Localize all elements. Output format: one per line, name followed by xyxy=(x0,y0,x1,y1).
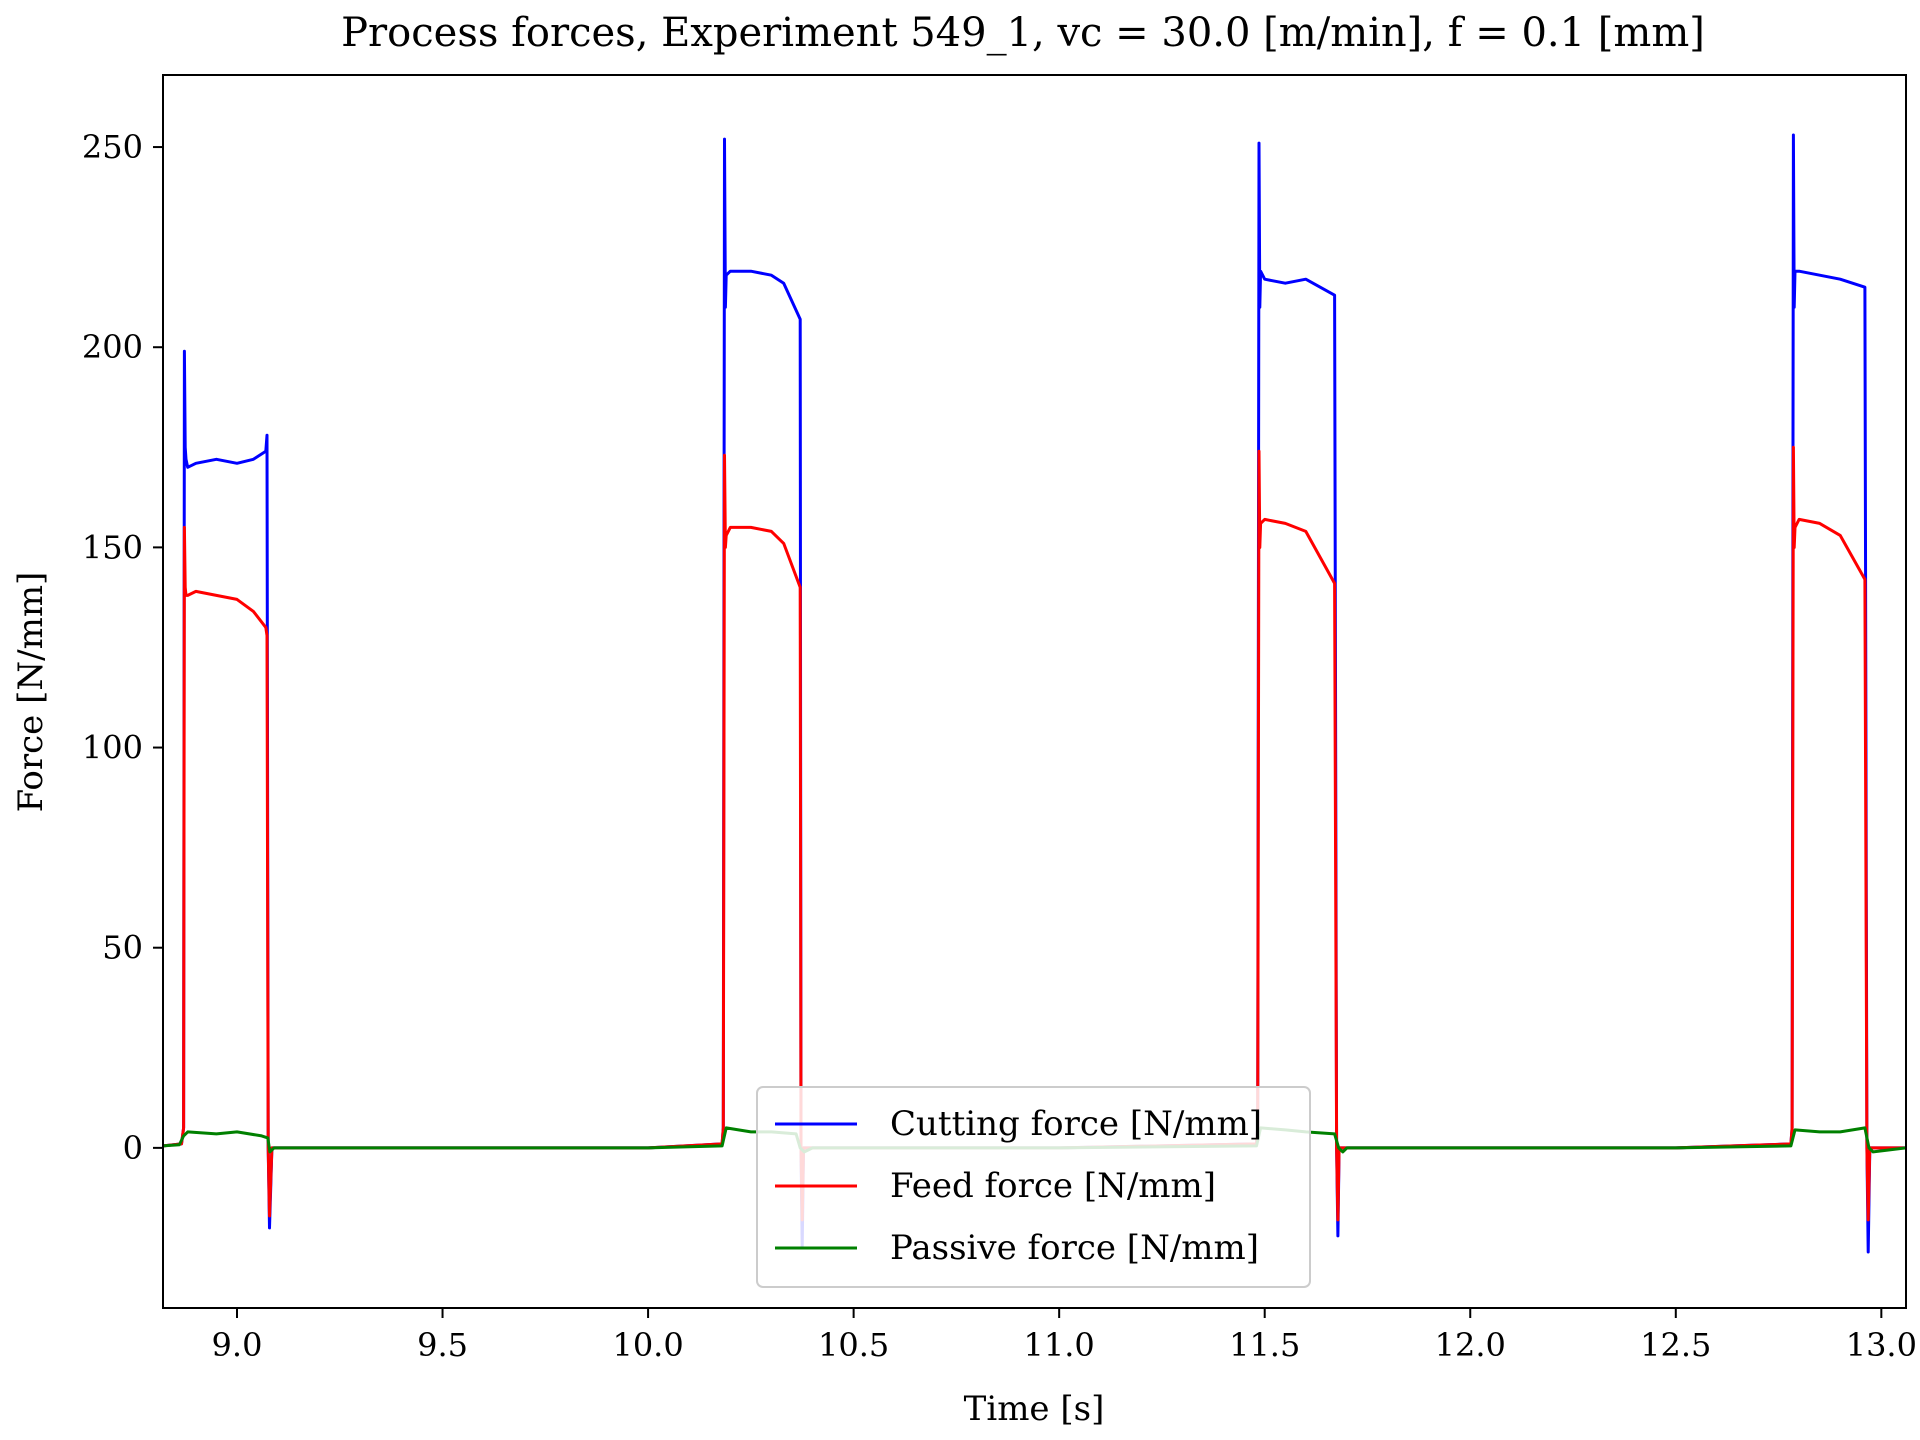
y-tick-label: 0 xyxy=(123,1129,143,1167)
y-tick-label: 50 xyxy=(102,929,143,967)
y-axis-ticks: 0 50 100 150 200 250 xyxy=(82,128,163,1167)
x-tick-label: 13.0 xyxy=(1846,1326,1917,1364)
y-tick-label: 200 xyxy=(82,328,143,366)
x-tick-label: 12.0 xyxy=(1435,1326,1506,1364)
x-tick-label: 12.5 xyxy=(1640,1326,1711,1364)
legend-label-1: Cutting force [N/mm] xyxy=(890,1104,1262,1144)
chart-title: Process forces, Experiment 549_1, vc = 3… xyxy=(341,10,1705,56)
x-tick-label: 9.0 xyxy=(212,1326,263,1364)
y-tick-label: 150 xyxy=(82,528,143,566)
x-axis-ticks: 9.0 9.5 10.0 10.5 11.0 11.5 12.0 12.5 13.0 xyxy=(212,1308,1917,1364)
y-tick-label: 250 xyxy=(82,128,143,166)
x-tick-label: 11.5 xyxy=(1229,1326,1300,1364)
x-tick-label: 10.5 xyxy=(818,1326,889,1364)
x-axis-label: Time [s] xyxy=(964,1389,1105,1429)
x-tick-label: 11.0 xyxy=(1024,1326,1095,1364)
plot-frame xyxy=(162,74,1907,1309)
legend: Cutting force [N/mm] Feed force [N/mm] Pas… xyxy=(756,1086,1311,1288)
y-tick-label: 100 xyxy=(82,729,143,767)
legend-box xyxy=(756,1086,1311,1288)
x-tick-label: 9.5 xyxy=(417,1326,468,1364)
x-tick-label: 10.0 xyxy=(612,1326,683,1364)
y-axis-label: Force [N/mm] xyxy=(11,572,51,813)
legend-label-3: Passive force [N/mm] xyxy=(890,1228,1259,1268)
legend-label-2: Feed force [N/mm] xyxy=(890,1166,1216,1206)
